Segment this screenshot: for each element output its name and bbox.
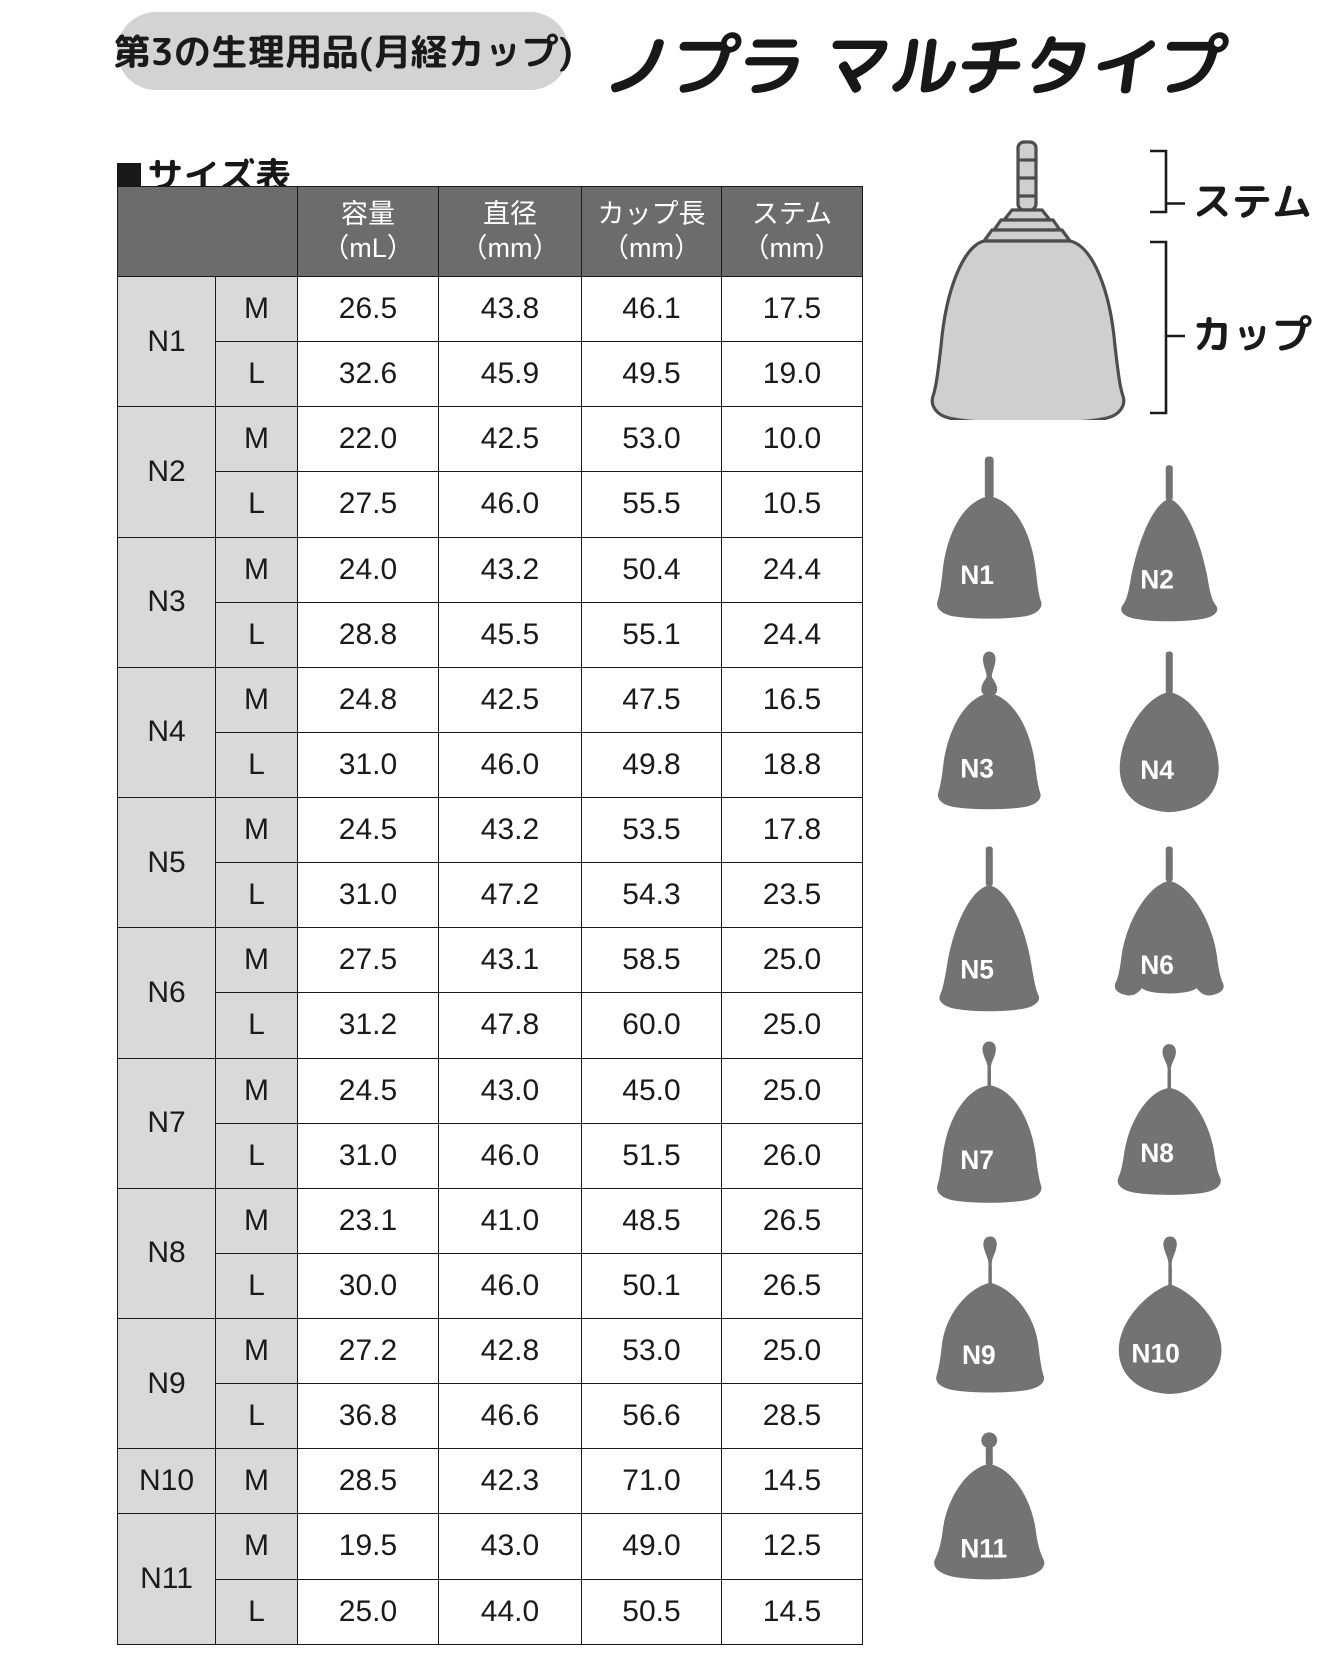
svg-text:N2: N2 xyxy=(1140,564,1174,594)
svg-text:N3: N3 xyxy=(960,753,994,783)
svg-text:N1: N1 xyxy=(960,560,994,590)
svg-text:カップ: カップ xyxy=(1192,306,1312,362)
svg-text:N6: N6 xyxy=(1140,950,1174,980)
svg-text:ステム: ステム xyxy=(1192,173,1312,229)
svg-text:N7: N7 xyxy=(960,1145,994,1175)
svg-text:N4: N4 xyxy=(1140,755,1174,785)
svg-text:N11: N11 xyxy=(960,1533,1007,1563)
svg-text:N5: N5 xyxy=(960,954,994,984)
svg-text:N8: N8 xyxy=(1140,1138,1174,1168)
svg-text:N10: N10 xyxy=(1131,1338,1179,1368)
svg-text:N9: N9 xyxy=(962,1340,996,1370)
